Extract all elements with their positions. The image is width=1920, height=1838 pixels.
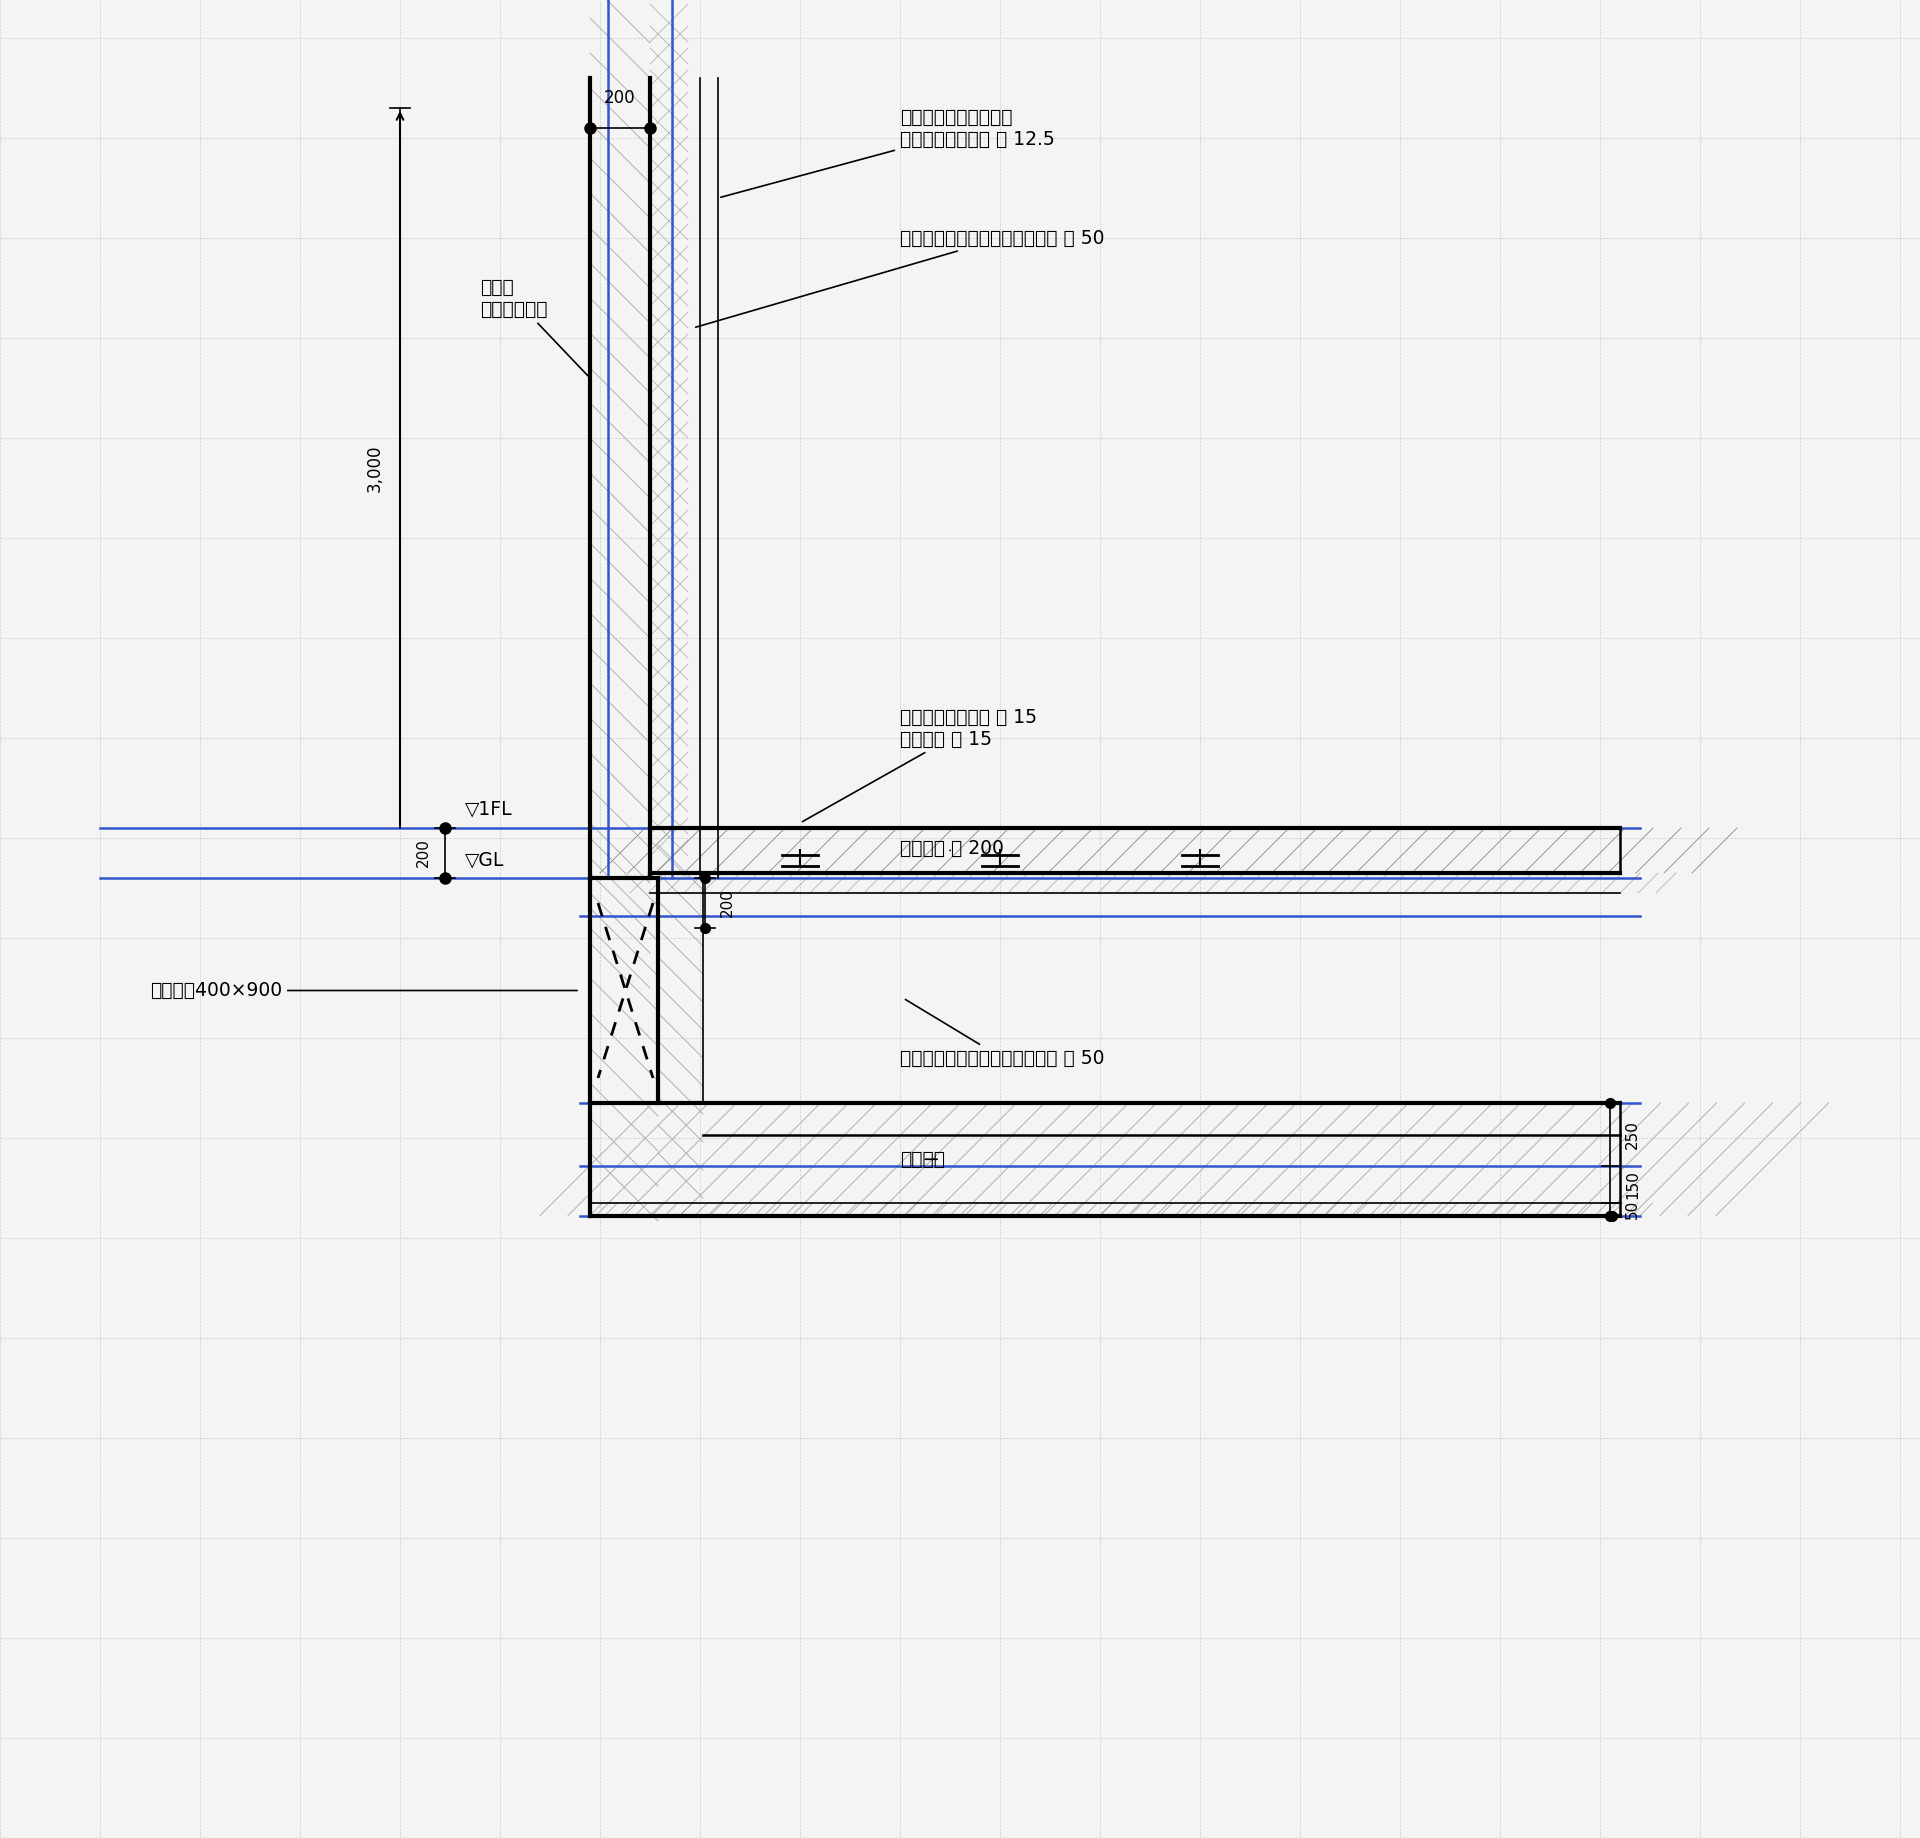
Text: 外壁：
　吹付タイル: 外壁： 吹付タイル [480, 278, 588, 377]
Text: 3,000: 3,000 [367, 445, 384, 493]
Bar [651, 827, 1620, 873]
Text: 床：フローリング ⓐ 15
耗水合板 ⓐ 15: 床：フローリング ⓐ 15 耗水合板 ⓐ 15 [803, 708, 1037, 822]
Bar [589, 77, 651, 879]
Bar [589, 879, 659, 1103]
Text: 断熱材：ポリスチレンフォーム ⓐ 50: 断熱材：ポリスチレンフォーム ⓐ 50 [900, 1000, 1104, 1068]
Text: 200: 200 [605, 88, 636, 107]
Text: ベタ基礎: ベタ基礎 [900, 1151, 945, 1169]
Text: 地中梁：400×900: 地中梁：400×900 [150, 981, 578, 1000]
Bar [589, 1103, 1620, 1215]
Text: 200: 200 [415, 838, 430, 868]
Text: 250: 250 [1624, 1119, 1640, 1149]
Text: ▽1FL: ▽1FL [465, 800, 513, 818]
Bar [589, 1204, 1620, 1215]
Text: 断熱材：ポリスチレンフォーム ⓐ 50: 断熱材：ポリスチレンフォーム ⓐ 50 [695, 228, 1104, 327]
Bar [651, 77, 687, 879]
Text: 200: 200 [720, 888, 735, 917]
Text: 床スラブ ⓐ 200: 床スラブ ⓐ 200 [900, 838, 1004, 858]
Text: 内壁：ビニールクロス
プラスターボード ⓐ 12.5: 内壁：ビニールクロス プラスターボード ⓐ 12.5 [720, 107, 1054, 197]
Text: 150: 150 [1624, 1169, 1640, 1198]
Bar [651, 873, 1620, 893]
Text: 50: 50 [1624, 1200, 1640, 1219]
Bar [659, 879, 703, 1108]
Text: ▽GL: ▽GL [465, 851, 505, 869]
